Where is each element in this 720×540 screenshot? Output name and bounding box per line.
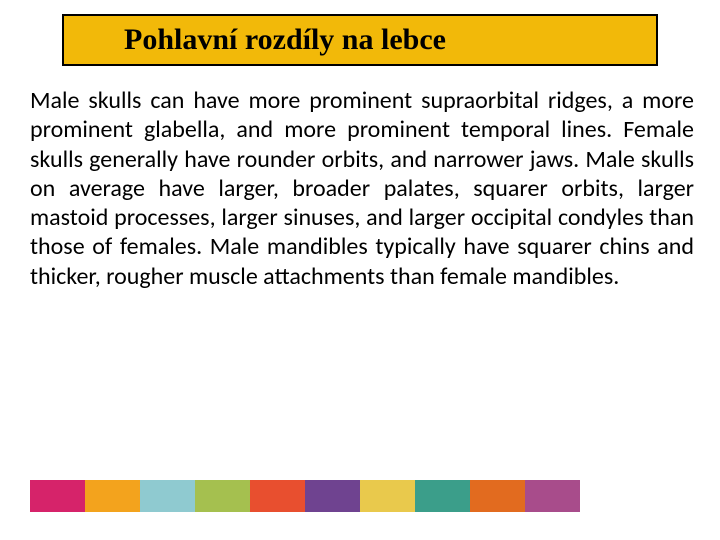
color-strip-segment [470,480,525,512]
title-box: Pohlavní rozdíly na lebce [62,14,658,66]
color-strip-segment [360,480,415,512]
color-strip-segment [85,480,140,512]
body-paragraph: Male skulls can have more prominent supr… [30,86,694,291]
color-strip-segment [140,480,195,512]
color-strip-segment [195,480,250,512]
decorative-color-strip [30,480,580,512]
color-strip-segment [415,480,470,512]
color-strip-segment [250,480,305,512]
color-strip-segment [525,480,580,512]
color-strip-segment [305,480,360,512]
color-strip-segment [30,480,85,512]
slide-title: Pohlavní rozdíly na lebce [124,23,446,57]
